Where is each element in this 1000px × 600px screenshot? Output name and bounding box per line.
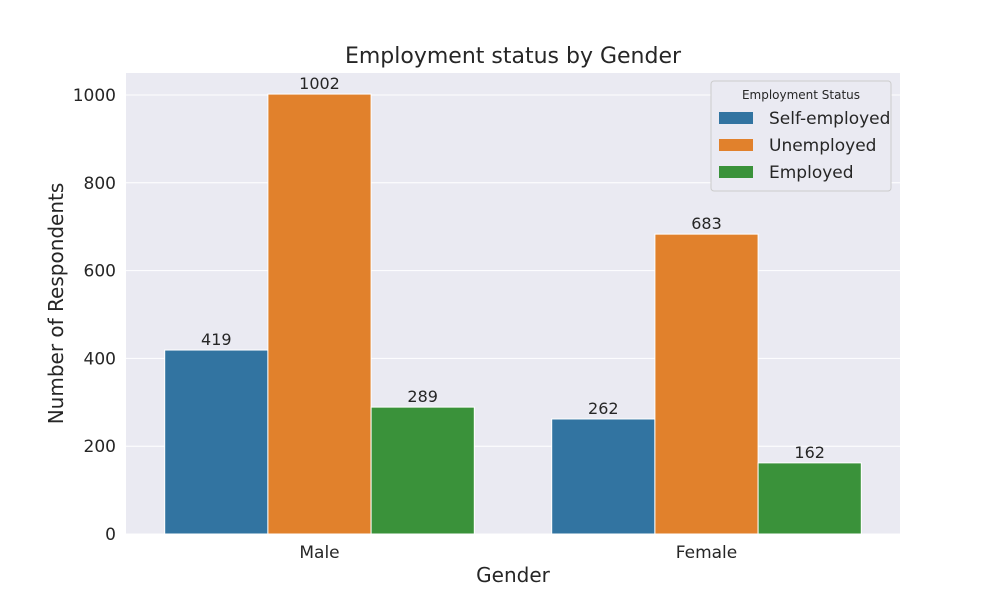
legend-label: Self-employed <box>769 109 890 129</box>
bar-self-employed-male <box>164 349 269 535</box>
y-tick-label: 600 <box>84 262 116 282</box>
legend: Employment Status Self-employed Unemploye… <box>710 80 892 192</box>
legend-box <box>710 80 892 192</box>
bar-employed-female <box>757 462 862 535</box>
bar-value-label: 162 <box>794 443 825 462</box>
legend-title: Employment Status <box>742 88 860 102</box>
x-axis-ticks: Male Female <box>299 543 737 563</box>
bar-value-label: 289 <box>407 387 438 406</box>
legend-label: Employed <box>769 163 854 183</box>
bar-unemployed-female <box>654 233 759 535</box>
legend-items: Self-employed Unemployed Employed <box>719 109 890 183</box>
bar-value-label: 419 <box>201 330 232 349</box>
y-tick-label: 0 <box>105 525 116 545</box>
legend-swatch <box>719 166 753 178</box>
legend-swatch <box>719 139 753 151</box>
y-axis-label: Number of Respondents <box>44 183 68 425</box>
legend-swatch <box>719 112 753 124</box>
bar-self-employed-female <box>551 418 656 535</box>
bar-value-label: 683 <box>691 214 722 233</box>
x-tick-label: Male <box>299 543 339 563</box>
bar-employed-male <box>370 406 475 535</box>
x-axis-label: Gender <box>476 563 550 587</box>
y-axis-ticks: 0 200 400 600 800 1000 <box>73 86 116 545</box>
data-labels: 419 1002 289 262 683 162 <box>201 74 825 462</box>
chart-title: Employment status by Gender <box>345 44 682 69</box>
y-tick-label: 400 <box>84 349 116 369</box>
y-tick-label: 1000 <box>73 86 116 106</box>
bar-value-label: 262 <box>588 399 619 418</box>
y-tick-label: 200 <box>84 437 116 457</box>
bar-value-label: 1002 <box>299 74 340 93</box>
bar-unemployed-male <box>267 93 372 535</box>
y-tick-label: 800 <box>84 174 116 194</box>
legend-label: Unemployed <box>769 136 876 156</box>
bars <box>164 93 862 535</box>
x-tick-label: Female <box>676 543 737 563</box>
